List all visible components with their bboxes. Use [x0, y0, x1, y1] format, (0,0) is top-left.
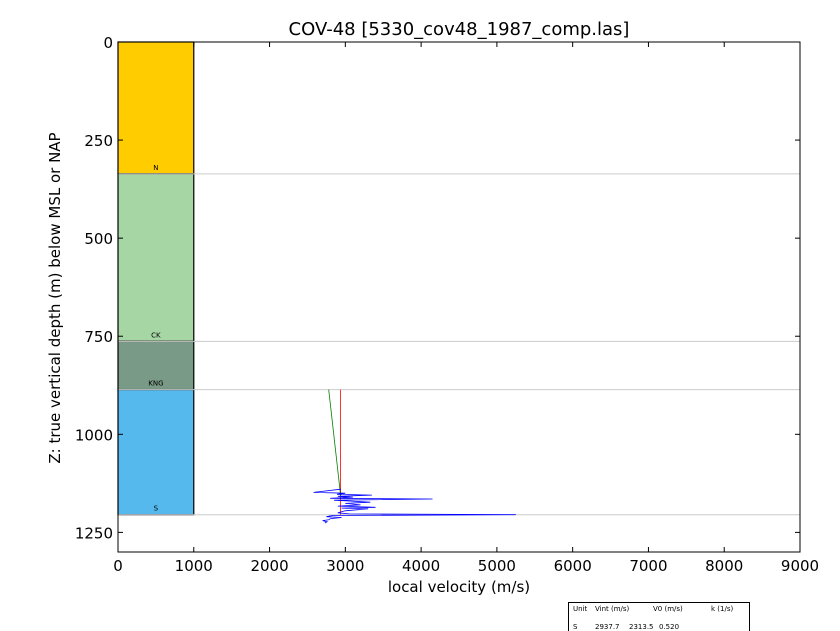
unit-block-s: [117, 388, 195, 516]
unit-block-ck: [117, 173, 195, 342]
y-tick-label: 1250: [75, 524, 113, 542]
unit-column: N CK KNG S: [117, 41, 195, 516]
series-lines: [313, 389, 516, 524]
unit-label-s: S: [154, 505, 159, 513]
unit-label-n: N: [153, 164, 158, 172]
unit-label-kng: KNG: [148, 380, 163, 388]
x-tick-label: 3000: [326, 557, 364, 575]
table-cell-unit: S: [573, 623, 578, 631]
unit-velocity-table: Unit Vint (m/s) V0 (m/s) k (1/s) S 2937.7 231…: [568, 602, 750, 631]
unit-label-ck: CK: [151, 331, 161, 339]
plot-frame: [117, 41, 801, 553]
x-tick-label: 5000: [478, 557, 516, 575]
chart-title: COV-48 [5330_cov48_1987_comp.las]: [289, 19, 630, 40]
table-cell-vint: 2937.7: [595, 623, 620, 631]
x-tick-label: 2000: [250, 557, 288, 575]
table-header-v0: V0 (m/s): [653, 605, 683, 613]
table-header-unit: Unit: [573, 605, 588, 613]
table-header-vint: Vint (m/s): [595, 605, 630, 613]
y-tick-label: 250: [84, 132, 113, 150]
table-cell-k: 0.520: [659, 623, 680, 631]
unit-block-n: [117, 41, 195, 175]
table-cell-v0: 2313.5: [629, 623, 654, 631]
y-tick-label: 500: [84, 230, 113, 248]
y-tick-label: 0: [103, 34, 113, 52]
series-line-2: [328, 389, 342, 498]
x-tick-label: 6000: [554, 557, 592, 575]
x-tick-label: 7000: [629, 557, 667, 575]
series-line-3: [313, 488, 516, 524]
y-axis-label: Z: true vertical depth (m) below MSL or …: [46, 132, 64, 463]
x-tick-label: 8000: [705, 557, 743, 575]
table-header-row: Unit Vint (m/s) V0 (m/s) k (1/s): [573, 605, 733, 613]
x-axis-label: local velocity (m/s): [388, 578, 530, 596]
y-tick-label: 750: [84, 328, 113, 346]
x-tick-label: 4000: [402, 557, 440, 575]
boundary-lines: [118, 173, 800, 516]
x-tick-label: 9000: [781, 557, 819, 575]
y-tick-label: 1000: [75, 426, 113, 444]
unit-block-kng: [117, 340, 195, 391]
axes: 0 1000 2000 3000 4000 5000 6000 7000 8000 9000 0 25…: [75, 34, 819, 575]
table-row: S 2937.7 2313.5 0.520: [573, 623, 679, 631]
x-tick-label: 1000: [175, 557, 213, 575]
table-header-k: k (1/s): [711, 605, 734, 613]
x-tick-label: 0: [113, 557, 123, 575]
